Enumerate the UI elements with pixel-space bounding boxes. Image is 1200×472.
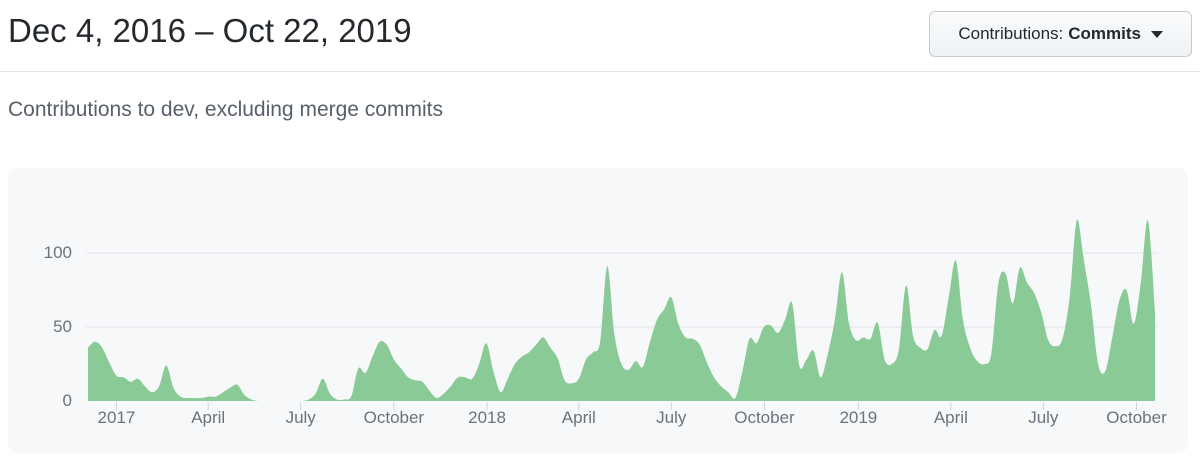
x-axis-label: July <box>285 408 316 427</box>
x-axis-label: 2019 <box>839 408 878 427</box>
x-axis-label: April <box>561 408 596 427</box>
x-axis-label: October <box>363 408 425 427</box>
x-axis-label: July <box>1028 408 1059 427</box>
commits-area-chart[interactable] <box>8 168 1188 453</box>
filter-prefix-label: Contributions: <box>958 24 1064 43</box>
y-axis-label: 50 <box>53 317 72 336</box>
chart-subtitle: Contributions to dev, excluding merge co… <box>8 98 443 121</box>
date-range-title: Dec 4, 2016 – Oct 22, 2019 <box>8 12 412 49</box>
x-axis-label: October <box>1106 408 1167 427</box>
y-axis-label: 0 <box>62 391 72 410</box>
commits-chart-panel: 0 50 100 2017 April July October 2018 April July O… <box>8 168 1188 453</box>
filter-selected-value: Commits <box>1068 24 1141 43</box>
x-axis-label: 2018 <box>468 408 506 427</box>
contributions-filter-button[interactable]: Contributions: Commits <box>929 11 1192 57</box>
commits-area-series <box>88 219 1155 401</box>
x-axis-label: October <box>734 408 795 427</box>
y-axis-label: 100 <box>43 243 72 262</box>
x-axis-label: July <box>656 408 687 427</box>
x-axis-label: 2017 <box>97 408 136 427</box>
x-axis-label: April <box>191 408 226 427</box>
dropdown-caret-icon <box>1151 30 1163 38</box>
x-axis-label: April <box>933 408 968 427</box>
header-divider <box>0 71 1200 72</box>
